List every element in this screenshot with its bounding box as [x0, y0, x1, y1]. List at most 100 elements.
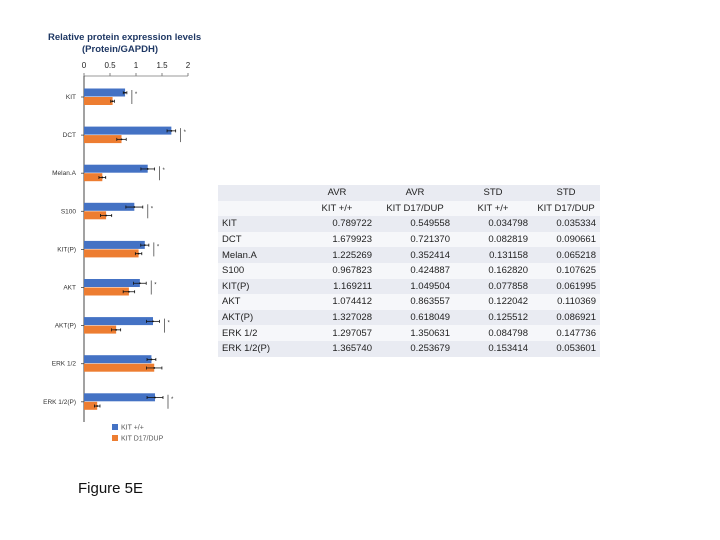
table-cell: 1.297057: [298, 325, 376, 341]
significance-star: *: [157, 244, 160, 250]
legend-swatch: [112, 435, 118, 441]
legend: KIT +/+ KIT D17/DUP: [112, 424, 164, 443]
mean-dot: [138, 282, 141, 285]
bar: [84, 317, 154, 326]
mean-dot: [101, 176, 104, 179]
table-cell: 0.090661: [532, 231, 600, 248]
significance-star: *: [154, 283, 157, 289]
mean-dot: [152, 320, 154, 323]
row-label-cell: AKT: [218, 294, 298, 310]
mean-dot: [133, 206, 136, 208]
table-header-row: AVR AVR STD STD: [218, 185, 600, 201]
table-header-cell: KIT +/+: [454, 200, 532, 217]
row-label-cell: ERK 1/2: [218, 325, 298, 341]
table-row: ERK 1/2 1.297057 1.350631 0.084798 0.147736: [218, 325, 600, 341]
table-cell: 0.034798: [454, 216, 532, 232]
bar: [84, 88, 126, 97]
mean-dot: [124, 91, 126, 94]
mean-dot: [115, 328, 118, 331]
mean-dot: [154, 396, 156, 399]
table-cell: 0.035334: [532, 216, 600, 232]
table-cell: 0.122042: [454, 294, 532, 310]
table-cell: 1.679923: [298, 231, 376, 248]
table-cell: 0.061995: [532, 278, 600, 295]
bar: [84, 211, 107, 220]
figure-caption: Figure 5E: [78, 480, 144, 497]
category-label: KIT: [66, 94, 76, 101]
bar: [84, 287, 129, 296]
mean-dot: [128, 290, 130, 293]
table-cell: 0.863557: [376, 294, 454, 310]
table-cell: 0.086921: [532, 309, 600, 326]
category-label: AKT: [63, 285, 76, 292]
table-row: KIT(P) 1.169211 1.049504 0.077858 0.061995: [218, 278, 600, 295]
table-cell: 1.327028: [298, 309, 376, 326]
row-label-cell: DCT: [218, 231, 298, 248]
table-cell: 0.352414: [376, 247, 454, 263]
chart-subtitle: (Protein/GAPDH): [82, 44, 158, 55]
table-cell: 1.049504: [376, 278, 454, 295]
bar: [84, 363, 155, 372]
category-label: ERK 1/2(P): [43, 399, 76, 406]
table-cell: 0.053601: [532, 340, 600, 357]
row-label-cell: KIT(P): [218, 278, 298, 295]
mean-dot: [96, 405, 99, 407]
mean-dot: [120, 138, 123, 141]
bar: [84, 97, 113, 105]
row-label-cell: ERK 1/2(P): [218, 340, 298, 357]
table-cell: 0.549558: [376, 216, 454, 232]
significance-star: *: [151, 206, 154, 212]
table-header-cell: [218, 185, 298, 201]
table-cell: 0.084798: [454, 325, 532, 341]
row-label-cell: S100: [218, 262, 298, 279]
bar: [84, 393, 156, 402]
table-header-cell: [218, 200, 298, 217]
table-header-cell: KIT +/+: [298, 200, 376, 217]
mean-dot: [153, 367, 156, 369]
x-tick-label: 2: [186, 61, 191, 70]
bar: [84, 240, 145, 249]
bar: [84, 279, 140, 287]
significance-star: *: [135, 92, 138, 98]
table-header-cell: AVR: [376, 185, 454, 201]
table-cell: 0.967823: [298, 262, 376, 279]
x-tick-label: 0: [82, 61, 87, 70]
row-label-cell: AKT(P): [218, 309, 298, 326]
row-label-cell: KIT: [218, 216, 298, 232]
table-cell: 0.082819: [454, 231, 532, 248]
category-label: ERK 1/2: [52, 361, 77, 368]
mean-dot: [146, 168, 149, 170]
table-row: AKT(P) 1.327028 0.618049 0.125512 0.086921: [218, 309, 600, 326]
mean-dot: [137, 252, 140, 255]
table-cell: 0.125512: [454, 309, 532, 326]
legend-label: KIT +/+: [121, 425, 144, 432]
bar: [84, 126, 172, 135]
table-header-cell: AVR: [298, 185, 376, 201]
mean-dot: [105, 214, 107, 217]
legend-label: KIT D17/DUP: [121, 436, 164, 443]
data-table: AVR AVR STD STD KIT +/+ KIT D17/DUP KIT +/+ KIT…: [218, 185, 600, 357]
significance-star: *: [171, 397, 174, 403]
x-tick-label: 1: [134, 61, 139, 70]
table-cell: 0.110369: [532, 294, 600, 310]
bar: [84, 401, 98, 410]
category-label: KIT(P): [57, 246, 76, 253]
table-cell: 1.350631: [376, 325, 454, 341]
table-cell: 0.162820: [454, 262, 532, 279]
table-row: AKT 1.074412 0.863557 0.122042 0.110369: [218, 294, 600, 310]
category-label: S100: [61, 208, 77, 215]
x-tick-label: 0.5: [104, 61, 116, 70]
bar: [84, 164, 148, 173]
bar: [84, 325, 117, 334]
significance-star: *: [168, 321, 171, 327]
category-label: DCT: [63, 132, 76, 139]
table-cell: 0.131158: [454, 247, 532, 263]
bars: * * * * * * * *: [84, 88, 187, 410]
chart-title: Relative protein expression levels: [48, 32, 201, 43]
bar: [84, 355, 152, 364]
table-row: Melan.A 1.225269 0.352414 0.131158 0.065218: [218, 247, 600, 263]
mean-dot: [111, 100, 114, 103]
x-tick-label: 1.5: [156, 61, 168, 70]
significance-star: *: [184, 130, 187, 136]
